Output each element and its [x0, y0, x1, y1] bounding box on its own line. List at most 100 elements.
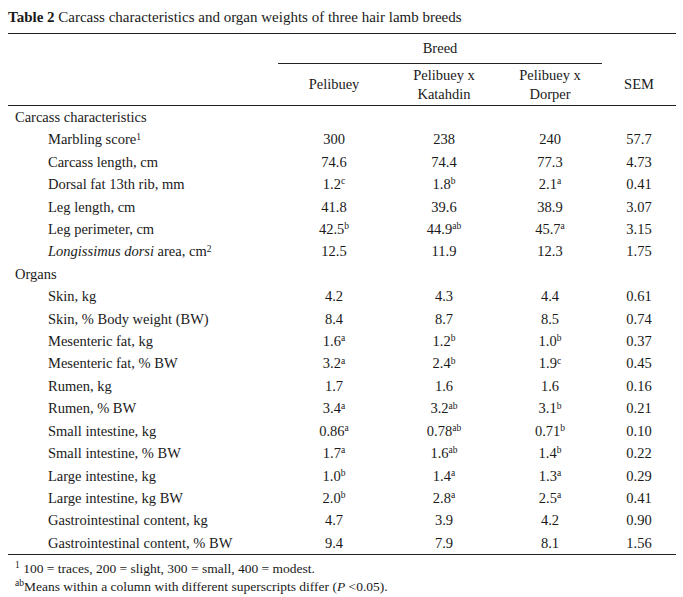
value-cell: 238: [390, 128, 498, 150]
value-cell: 1.6: [390, 375, 498, 397]
stub-header-cell: [8, 34, 278, 64]
table-row: Large intestine, kg1.0b1.4a1.3a0.29: [8, 465, 676, 487]
row-label: Small intestine, % BW: [8, 442, 278, 464]
row-label: Gastrointestinal content, % BW: [8, 532, 278, 555]
section-row: Organs: [8, 263, 676, 285]
value-cell: 2.1a: [498, 173, 602, 195]
footnote: 1 100 = traces, 200 = slight, 300 = smal…: [15, 560, 676, 578]
value-cell: 1.9c: [498, 352, 602, 374]
col-header-pelibuey-katahdin: Pelibuey x Katahdin: [390, 64, 498, 106]
sem-cell: 0.16: [602, 375, 676, 397]
footnotes: 1 100 = traces, 200 = slight, 300 = smal…: [8, 555, 676, 595]
table-row: Rumen, kg1.71.61.60.16: [8, 375, 676, 397]
value-cell: 3.2ab: [390, 397, 498, 419]
table-caption: Table 2 Carcass characteristics and orga…: [8, 6, 676, 33]
row-label: Mesenteric fat, kg: [8, 330, 278, 352]
row-label: Mesenteric fat, % BW: [8, 352, 278, 374]
sem-cell: 0.37: [602, 330, 676, 352]
value-cell: 3.1b: [498, 397, 602, 419]
value-cell: 42.5b: [278, 218, 390, 240]
value-cell: 8.4: [278, 308, 390, 330]
value-cell: 1.0b: [278, 465, 390, 487]
value-cell: 38.9: [498, 196, 602, 218]
sem-cell: 3.07: [602, 196, 676, 218]
sem-cell: 57.7: [602, 128, 676, 150]
table-caption-text: Carcass characteristics and organ weight…: [55, 9, 462, 25]
value-cell: 300: [278, 128, 390, 150]
value-cell: 1.4b: [498, 442, 602, 464]
row-label: Skin, kg: [8, 285, 278, 307]
value-cell: 7.9: [390, 532, 498, 555]
row-label: Large intestine, kg BW: [8, 487, 278, 509]
row-label: Dorsal fat 13th rib, mm: [8, 173, 278, 195]
table-row: Large intestine, kg BW2.0b2.8a2.5a0.41: [8, 487, 676, 509]
sem-cell: 3.15: [602, 218, 676, 240]
value-cell: 2.0b: [278, 487, 390, 509]
row-label: Longissimus dorsi area, cm2: [8, 240, 278, 262]
row-label: Gastrointestinal content, kg: [8, 509, 278, 531]
value-cell: 2.4b: [390, 352, 498, 374]
value-cell: 44.9ab: [390, 218, 498, 240]
table-row: Gastrointestinal content, % BW9.47.98.11…: [8, 532, 676, 555]
table-row: Small intestine, % BW1.7a1.6ab1.4b0.22: [8, 442, 676, 464]
row-label: Large intestine, kg: [8, 465, 278, 487]
sem-cell: 0.10: [602, 420, 676, 442]
value-cell: 8.5: [498, 308, 602, 330]
value-cell: 45.7a: [498, 218, 602, 240]
sem-cell: 0.90: [602, 509, 676, 531]
section-label: Carcass characteristics: [8, 106, 676, 129]
value-cell: 74.4: [390, 151, 498, 173]
table-header: Breed Pelibuey Pelibuey x Katahdin Pelib…: [8, 34, 676, 106]
table-row: Marbling score130023824057.7: [8, 128, 676, 150]
value-cell: 3.2a: [278, 352, 390, 374]
value-cell: 1.0b: [498, 330, 602, 352]
row-label: Leg perimeter, cm: [8, 218, 278, 240]
sem-cell: 0.41: [602, 173, 676, 195]
value-cell: 0.71b: [498, 420, 602, 442]
row-label: Marbling score1: [8, 128, 278, 150]
sem-cell: 0.45: [602, 352, 676, 374]
table-row: Carcass length, cm74.674.477.34.73: [8, 151, 676, 173]
value-cell: 11.9: [390, 240, 498, 262]
value-cell: 8.7: [390, 308, 498, 330]
value-cell: 8.1: [498, 532, 602, 555]
value-cell: 2.8a: [390, 487, 498, 509]
footnote: abMeans within a column with different s…: [15, 578, 676, 596]
row-label: Leg length, cm: [8, 196, 278, 218]
value-cell: 77.3: [498, 151, 602, 173]
col-header-sem: SEM: [602, 64, 676, 106]
table-number: Table 2: [8, 9, 55, 25]
row-label: Carcass length, cm: [8, 151, 278, 173]
table-row: Mesenteric fat, % BW3.2a2.4b1.9c0.45: [8, 352, 676, 374]
row-label: Small intestine, kg: [8, 420, 278, 442]
breed-group-header: Breed: [278, 34, 602, 64]
sem-header-spacer: [602, 34, 676, 64]
carcass-table: Breed Pelibuey Pelibuey x Katahdin Pelib…: [8, 33, 676, 555]
sem-cell: 0.41: [602, 487, 676, 509]
value-cell: 41.8: [278, 196, 390, 218]
section-label: Organs: [8, 263, 676, 285]
table-row: Longissimus dorsi area, cm212.511.912.31…: [8, 240, 676, 262]
value-cell: 1.7: [278, 375, 390, 397]
sem-cell: 0.22: [602, 442, 676, 464]
value-cell: 3.4a: [278, 397, 390, 419]
value-cell: 3.9: [390, 509, 498, 531]
value-cell: 1.6ab: [390, 442, 498, 464]
table-row: Gastrointestinal content, kg4.73.94.20.9…: [8, 509, 676, 531]
value-cell: 4.4: [498, 285, 602, 307]
value-cell: 0.86a: [278, 420, 390, 442]
value-cell: 4.2: [498, 509, 602, 531]
table-row: Leg perimeter, cm42.5b44.9ab45.7a3.15: [8, 218, 676, 240]
paper-page: Table 2 Carcass characteristics and orga…: [0, 0, 683, 597]
group-header-row: Breed: [8, 34, 676, 64]
row-label: Rumen, kg: [8, 375, 278, 397]
value-cell: 1.3a: [498, 465, 602, 487]
table-row: Skin, % Body weight (BW)8.48.78.50.74: [8, 308, 676, 330]
value-cell: 12.5: [278, 240, 390, 262]
column-header-row: Pelibuey Pelibuey x Katahdin Pelibuey x …: [8, 64, 676, 106]
sem-cell: 0.74: [602, 308, 676, 330]
value-cell: 4.7: [278, 509, 390, 531]
value-cell: 4.2: [278, 285, 390, 307]
table-row: Skin, kg4.24.34.40.61: [8, 285, 676, 307]
col-header-pelibuey: Pelibuey: [278, 64, 390, 106]
